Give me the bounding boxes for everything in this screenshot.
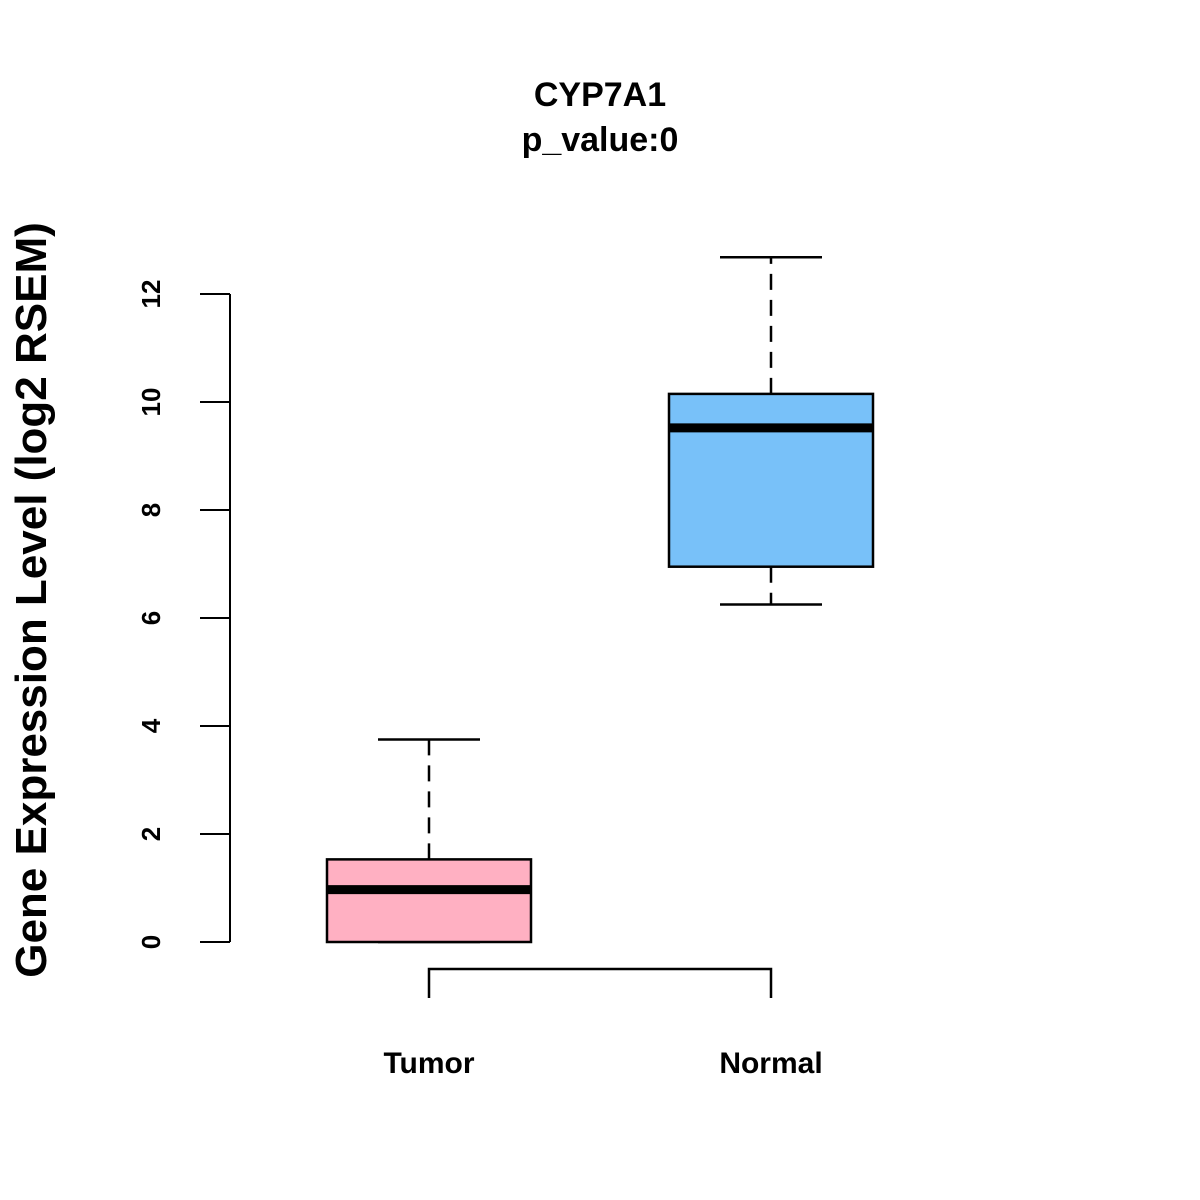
y-tick-label: 6: [136, 611, 166, 625]
y-tick-label: 12: [136, 280, 166, 309]
y-axis-label: Gene Expression Level (log2 RSEM): [7, 222, 56, 978]
x-label-normal: Normal: [719, 1047, 822, 1080]
box-body: [325, 858, 533, 944]
y-tick-label: 4: [136, 718, 166, 733]
y-tick-label: 8: [136, 503, 166, 517]
y-tick-label: 10: [136, 388, 166, 417]
x-axis-labels: Tumor Normal: [383, 1047, 822, 1080]
box-body: [667, 392, 875, 568]
comparison-bracket: [427, 967, 773, 998]
chart-title: CYP7A1: [534, 76, 666, 114]
x-label-tumor: Tumor: [383, 1047, 474, 1080]
boxes-layer: [325, 256, 875, 944]
box-normal: [667, 256, 875, 606]
y-tick-label: 0: [136, 935, 166, 949]
bracket-line: [427, 967, 773, 998]
box-tumor: [325, 738, 533, 944]
chart-subtitle: p_value:0: [522, 121, 679, 159]
y-axis: 0 2 4 6 8 10 12: [136, 280, 231, 949]
y-tick-label: 2: [136, 827, 166, 841]
